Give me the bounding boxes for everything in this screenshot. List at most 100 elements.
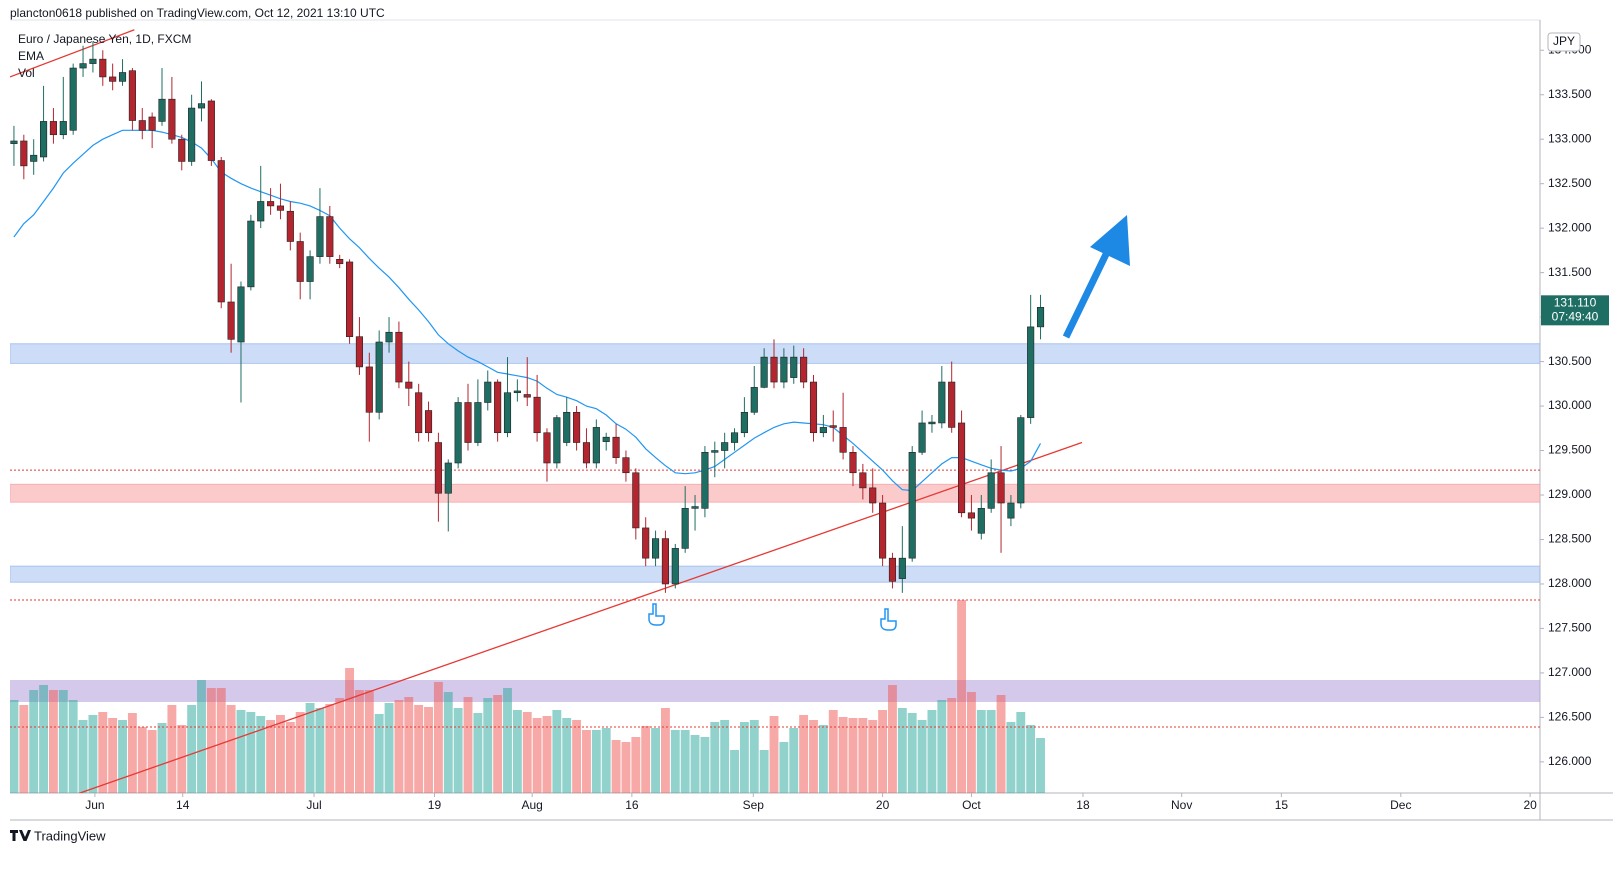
candle-body — [967, 512, 975, 519]
candle-body — [701, 452, 709, 509]
volume-bar — [1006, 722, 1016, 793]
candle-body — [829, 425, 837, 428]
candle-body — [128, 70, 136, 121]
candle-body — [1036, 307, 1045, 328]
candle-body — [711, 450, 719, 453]
volume-bar — [700, 737, 710, 793]
volume-bar — [522, 712, 532, 793]
y-tick-label: 132.500 — [1548, 176, 1592, 190]
currency-label[interactable]: JPY — [1553, 34, 1575, 48]
forecast-arrow — [1062, 215, 1130, 339]
candle-body — [958, 422, 966, 514]
volume-bar — [957, 600, 967, 793]
candle-body — [780, 356, 788, 383]
x-tick-label: 18 — [1076, 798, 1090, 812]
volume-bar — [335, 698, 345, 793]
axes: 134.000133.500133.000132.500132.000131.5… — [85, 42, 1609, 812]
hand-icon — [648, 603, 665, 626]
candle-body — [543, 432, 551, 464]
candle-body — [10, 140, 18, 144]
footer-logo: TradingView — [10, 828, 106, 843]
candle-body — [247, 220, 255, 288]
candle-body — [740, 411, 748, 434]
y-tick-label: 130.500 — [1548, 354, 1592, 368]
volume-bar — [591, 730, 601, 793]
candle-body — [987, 472, 995, 509]
candle-body — [888, 557, 897, 582]
candle-body — [523, 394, 531, 398]
volume-bar — [552, 710, 562, 793]
volume-bar — [779, 742, 789, 793]
candle-body — [395, 331, 403, 383]
candle-body — [602, 436, 610, 442]
volume-bar — [19, 705, 29, 793]
candle-body — [839, 427, 847, 453]
volume-bar — [364, 690, 374, 793]
volume-bar — [986, 710, 996, 793]
candle-body — [148, 116, 156, 131]
volume-bar — [98, 712, 108, 793]
volume-bar — [730, 750, 739, 793]
volume-bar — [483, 698, 493, 793]
volume-bar — [394, 700, 404, 793]
plot-area — [10, 29, 1540, 793]
volume-bar — [58, 690, 68, 793]
volume-bar — [818, 725, 828, 793]
volume-bar — [10, 700, 19, 793]
volume-bar — [68, 700, 78, 793]
x-tick-label: 20 — [876, 798, 890, 812]
volume-bar — [769, 716, 779, 793]
candle-body — [59, 121, 67, 136]
volume-bar — [878, 710, 888, 793]
candle-body — [237, 286, 245, 343]
candle-body — [49, 121, 57, 136]
volume-bar — [453, 708, 463, 793]
candle-body — [286, 210, 294, 242]
volume-bar — [1016, 712, 1026, 793]
candle-body — [800, 356, 808, 383]
y-tick-label: 128.000 — [1548, 576, 1592, 590]
volume-bar — [443, 692, 453, 793]
candle-body — [474, 402, 482, 443]
volume-bar — [690, 735, 700, 793]
volume-bar — [147, 730, 157, 793]
volume-bar — [789, 728, 799, 793]
y-tick-label: 133.500 — [1548, 87, 1592, 101]
volume-bar — [601, 728, 611, 793]
candle-body — [750, 387, 758, 413]
footer-brand: TradingView — [34, 828, 106, 843]
candle-body — [918, 422, 926, 453]
volume-bar — [39, 685, 49, 793]
candle-body — [464, 402, 472, 443]
candle-body — [938, 381, 946, 424]
volume-bar — [966, 692, 976, 793]
candle-body — [296, 241, 304, 282]
legend-ema: EMA — [18, 49, 44, 63]
y-tick-label: 128.500 — [1548, 532, 1592, 546]
candle-body — [316, 216, 324, 257]
currency-box[interactable] — [1547, 32, 1581, 52]
volume-bar — [285, 722, 295, 793]
y-tick-label: 126.500 — [1548, 710, 1592, 724]
candle-body — [69, 67, 77, 131]
volume-bar — [888, 685, 897, 793]
candle-body — [1007, 502, 1015, 519]
last-price-box — [1541, 295, 1609, 326]
candle-body — [40, 121, 48, 158]
candle-body — [405, 381, 413, 389]
volume-bar — [660, 708, 670, 793]
candle-body — [375, 341, 383, 413]
candle-body — [622, 457, 630, 474]
candle-body — [267, 201, 275, 207]
volume-bar — [582, 730, 591, 793]
y-tick-label: 127.000 — [1548, 665, 1592, 679]
volume-bar — [493, 695, 503, 793]
volume-bar — [976, 710, 986, 793]
candle-body — [158, 98, 166, 122]
volume-bar — [937, 700, 947, 793]
volume-bar — [996, 695, 1006, 793]
last-price-label: 131.110 — [1554, 295, 1597, 309]
volume-bar — [799, 715, 809, 793]
candle-body — [869, 487, 877, 504]
